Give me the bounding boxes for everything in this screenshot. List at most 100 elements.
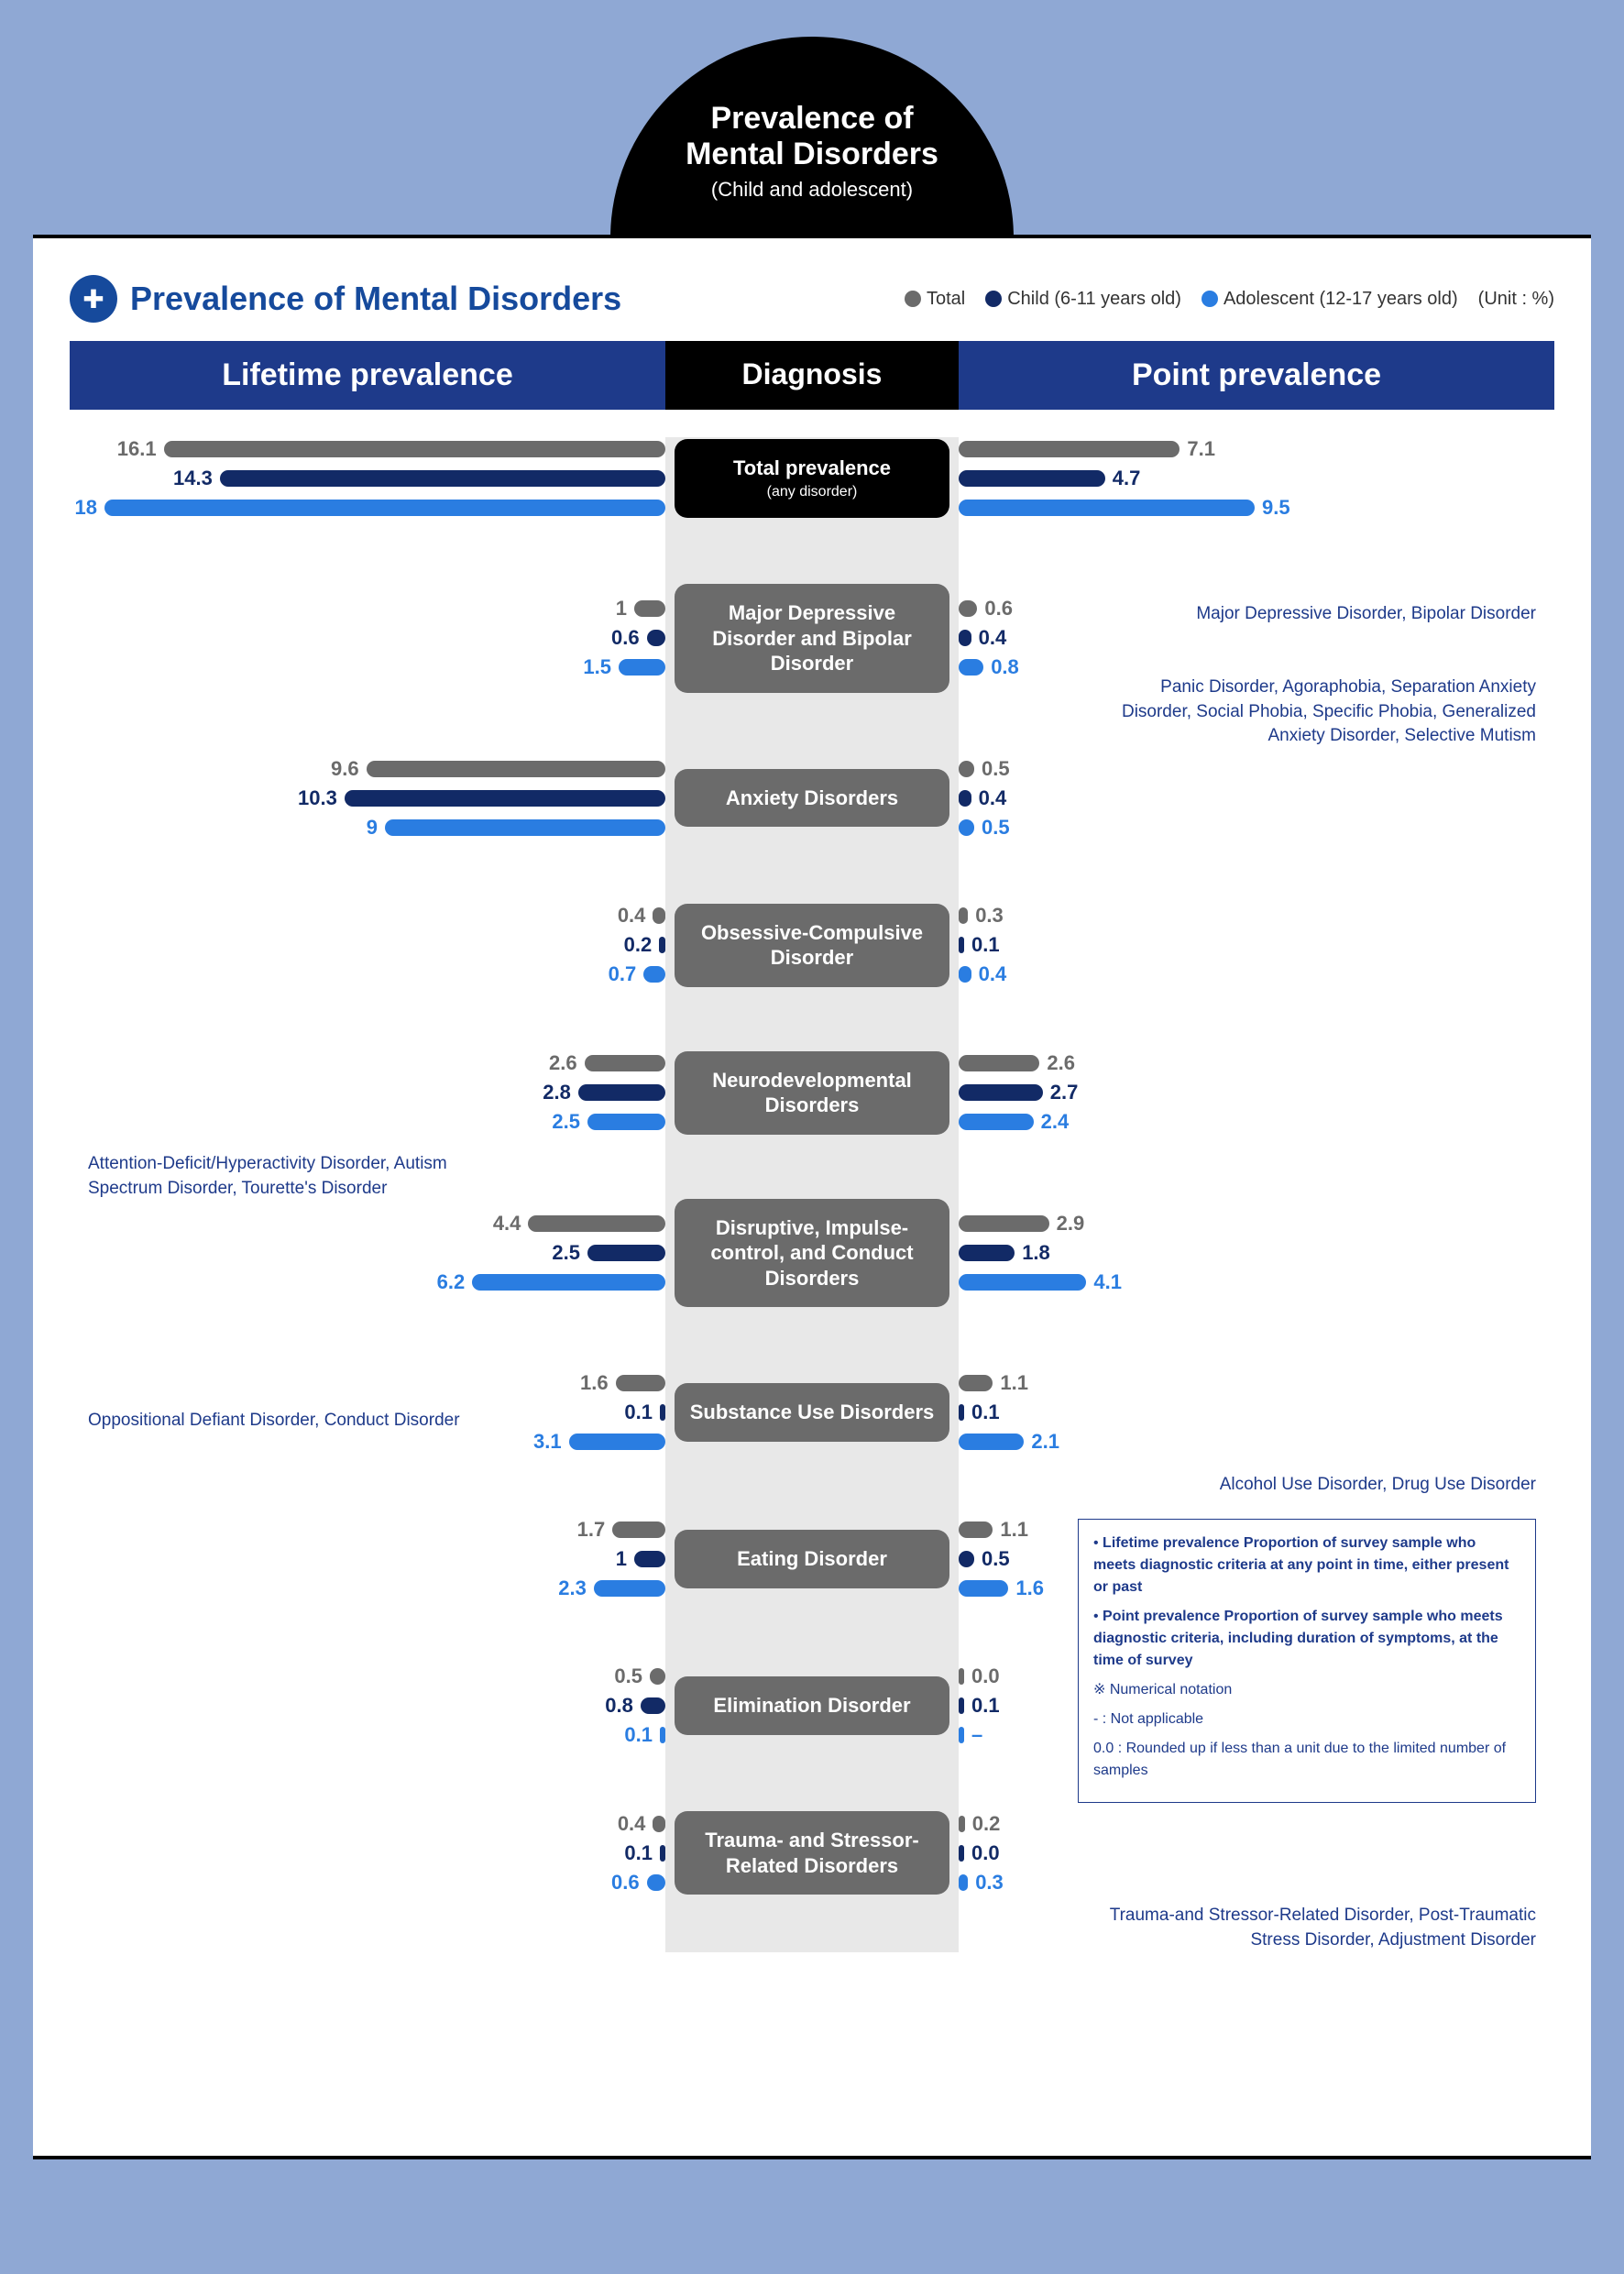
bar-total: 1.1 (959, 1371, 1028, 1395)
point-bars: 0.00.1– (949, 1664, 1554, 1747)
diagnosis-label: Eating Disorder (675, 1530, 949, 1588)
legend-unit: (Unit : %) (1478, 289, 1554, 310)
bar-child: 1 (616, 1547, 665, 1571)
bar-child: 14.3 (173, 467, 665, 490)
value-label: 4.4 (493, 1212, 521, 1236)
bar-total: 0.5 (614, 1664, 665, 1688)
value-label: 0.0 (971, 1841, 1000, 1865)
value-label: 3.1 (533, 1430, 562, 1454)
value-label: 0.5 (982, 1547, 1010, 1571)
lifetime-bars: 0.40.10.6 (70, 1812, 675, 1895)
value-label: 2.9 (1057, 1212, 1085, 1236)
value-label: 4.7 (1113, 467, 1141, 490)
subheader: ✚ Prevalence of Mental Disorders Total C… (70, 275, 1554, 323)
page: Prevalence of Mental Disorders (Child an… (33, 37, 1591, 2159)
bar-adolescent: 0.7 (609, 962, 665, 986)
disorder-row: 0.50.80.1Elimination Disorder0.00.1– (70, 1664, 1554, 1747)
bar-adolescent: 9.5 (959, 496, 1290, 520)
bar-total: 0.4 (618, 904, 665, 928)
subtitle: Prevalence of Mental Disorders (130, 280, 621, 318)
legend-child: Child (6-11 years old) (985, 289, 1181, 310)
disorder-row: 4.42.56.2Disruptive, Impulse-control, an… (70, 1199, 1554, 1308)
bar-adolescent: 2.1 (959, 1430, 1059, 1454)
legend: Total Child (6-11 years old) Adolescent … (905, 289, 1554, 310)
annotation-trauma: Trauma-and Stressor-Related Disorder, Po… (1059, 1904, 1536, 1952)
bar-child: 0.4 (959, 626, 1006, 650)
disorder-row: 16.1 14.3 18 Total prevalence(any disorder)… (70, 437, 1554, 520)
value-label: 1.1 (1000, 1518, 1028, 1542)
value-label: 9 (367, 816, 378, 840)
brain-icon: ✚ (70, 275, 117, 323)
value-label: 16.1 (117, 437, 157, 461)
value-label: 0.1 (971, 1401, 1000, 1424)
diagnosis-label: Trauma- and Stressor-Related Disorders (675, 1811, 949, 1895)
def-point: Point prevalence Proportion of survey sa… (1093, 1609, 1503, 1668)
bar-total: 0.2 (959, 1812, 1000, 1836)
lifetime-bars: 0.4 0.2 0.7 (70, 904, 675, 986)
lifetime-bars: 16.1 14.3 18 (70, 437, 675, 520)
value-label: 0.7 (609, 962, 637, 986)
value-label: 0.2 (972, 1812, 1001, 1836)
diagnosis-label: Obsessive-Compulsive Disorder (675, 904, 949, 987)
bar-total: 4.4 (493, 1212, 665, 1236)
value-label: 0.8 (605, 1694, 633, 1718)
bar-adolescent: 18 (75, 496, 665, 520)
value-label: 14.3 (173, 467, 213, 490)
value-label: 0.5 (614, 1664, 642, 1688)
value-label: 2.6 (549, 1051, 577, 1075)
lifetime-bars: 9.610.39 (70, 757, 675, 840)
point-bars: 7.1 4.7 9.5 (949, 437, 1554, 520)
bar-adolescent: – (959, 1723, 982, 1747)
col-lifetime: Lifetime prevalence (70, 341, 665, 410)
bar-adolescent: 2.4 (959, 1110, 1069, 1134)
value-label: 1.6 (580, 1371, 609, 1395)
point-bars: 1.1 0.1 2.1 (949, 1371, 1554, 1454)
col-diagnosis: Diagnosis (665, 341, 959, 410)
bar-adolescent: 1.6 (959, 1576, 1044, 1600)
lifetime-bars: 1 0.61.5 (70, 597, 675, 679)
bar-child: 0.6 (611, 626, 665, 650)
column-header: Lifetime prevalence Diagnosis Point prev… (70, 341, 1554, 410)
disorder-row: 0.40.10.6Trauma- and Stressor-Related Di… (70, 1811, 1554, 1895)
bar-adolescent: 1.5 (583, 655, 665, 679)
bar-child: 1.8 (959, 1241, 1050, 1265)
bar-child: 2.8 (543, 1081, 665, 1104)
lifetime-bars: 1.6 0.1 3.1 (70, 1371, 675, 1454)
bar-child: 0.4 (959, 786, 1006, 810)
bar-child: 0.2 (624, 933, 665, 957)
value-label: 2.8 (543, 1081, 571, 1104)
value-label: 10.3 (298, 786, 337, 810)
point-bars: 0.2 0.0 0.3 (949, 1812, 1554, 1895)
bar-child: 2.7 (959, 1081, 1078, 1104)
value-label: 0.4 (979, 786, 1007, 810)
value-label: – (971, 1723, 982, 1747)
value-label: 0.6 (611, 626, 640, 650)
value-label: 1 (616, 1547, 627, 1571)
diagnosis-label: Elimination Disorder (675, 1676, 949, 1735)
value-label: 1.7 (577, 1518, 606, 1542)
value-label: 1.8 (1022, 1241, 1050, 1265)
bar-child: 0.1 (624, 1401, 665, 1424)
value-label: 2.5 (552, 1241, 580, 1265)
point-bars: 0.30.10.4 (949, 904, 1554, 986)
bar-total: 7.1 (959, 437, 1215, 461)
value-label: 1 (616, 597, 627, 621)
lifetime-bars: 4.42.56.2 (70, 1212, 675, 1294)
value-label: 0.3 (975, 1871, 1004, 1895)
value-label: 2.3 (558, 1576, 587, 1600)
diagnosis-label: Substance Use Disorders (675, 1383, 949, 1442)
disorder-row: 2.62.82.5Neurodevelopmental Disorders2.6… (70, 1051, 1554, 1135)
diagnosis-label: Anxiety Disorders (675, 769, 949, 828)
value-label: 0.4 (618, 904, 646, 928)
bar-child: 0.0 (959, 1841, 1000, 1865)
bar-adolescent: 4.1 (959, 1270, 1122, 1294)
value-label: 1.5 (583, 655, 611, 679)
diagnosis-label: Total prevalence(any disorder) (675, 439, 949, 518)
bar-adolescent: 9 (367, 816, 665, 840)
bar-total: 0.3 (959, 904, 1004, 928)
chart-area: Major Depressive Disorder, Bipolar Disor… (70, 437, 1554, 1895)
bar-child: 0.1 (624, 1841, 665, 1865)
diagnosis-label: Major Depressive Disorder and Bipolar Di… (675, 584, 949, 693)
value-label: 2.6 (1047, 1051, 1075, 1075)
value-label: 2.1 (1031, 1430, 1059, 1454)
